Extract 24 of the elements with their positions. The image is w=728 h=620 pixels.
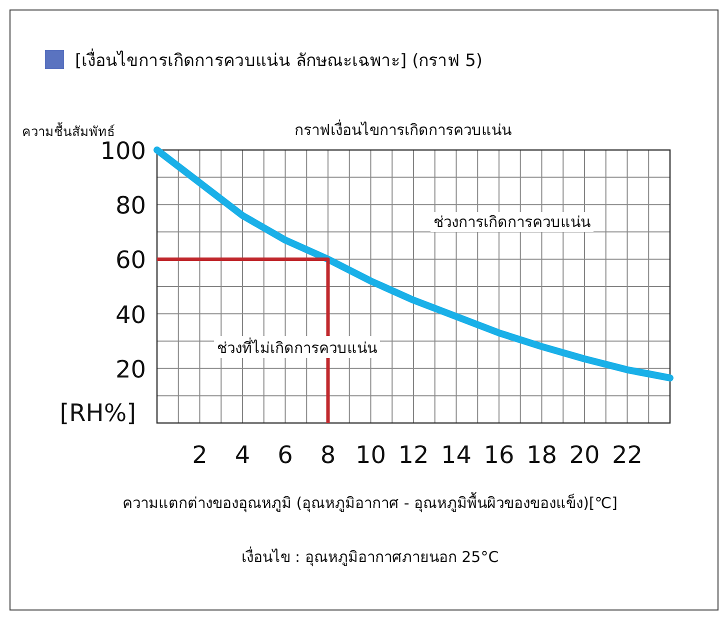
x-tick-label: 6 xyxy=(278,441,293,469)
x-tick-label: 20 xyxy=(569,441,600,469)
x-tick-label: 12 xyxy=(398,441,429,469)
chart-title: [เงื่อนไขการเกิดการควบแน่น ลักษณะเฉพาะ] (กราฟ 5) xyxy=(75,48,483,71)
chart-subtitle: กราฟเงื่อนไขการเกิดการควบแน่น xyxy=(294,119,512,139)
x-tick-label: 4 xyxy=(234,441,250,469)
y-tick-label: 20 xyxy=(115,355,146,384)
text: เงื่อนไข : อุณหภูมิอากาศภายนอก 25°C xyxy=(241,546,499,567)
y-axis-title: ความชื้นสัมพัทธ์ xyxy=(22,122,115,140)
y-tick-label: 100 xyxy=(100,137,146,165)
x-tick-label: 18 xyxy=(526,441,558,469)
x-axis-title: ความแตกต่างของอุณหภูมิ (อุณหภูมิอากาศ - อุณหภูมิพื้นผิวของของแข็ง)[℃] xyxy=(122,492,618,513)
x-tick-label: 2 xyxy=(192,441,208,469)
x-tick-label: 22 xyxy=(612,441,643,469)
y-tick-label: 60 xyxy=(115,246,146,274)
annotation: ช่วงที่ไม่เกิดการควบแน่น xyxy=(217,337,377,357)
text: [RH%] xyxy=(60,399,136,427)
y-tick-label: 40 xyxy=(115,300,146,329)
x-tick-label: 16 xyxy=(484,441,514,469)
x-tick-label: 14 xyxy=(440,441,472,469)
y-tick-label: 80 xyxy=(115,192,146,220)
x-tick-label: 10 xyxy=(355,441,386,469)
annotation: ช่วงการเกิดการควบแน่น xyxy=(434,213,590,231)
x-tick-label: 8 xyxy=(320,441,336,469)
